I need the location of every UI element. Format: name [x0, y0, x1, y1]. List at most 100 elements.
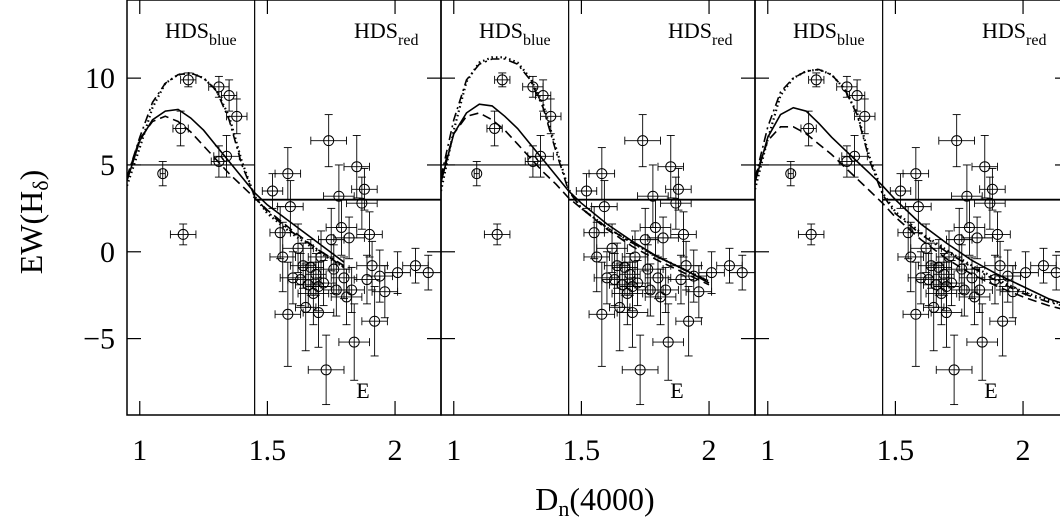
data-point — [670, 211, 697, 258]
point — [895, 185, 907, 197]
data-point — [841, 134, 868, 178]
hds-red-label: HDSred — [668, 18, 732, 49]
point — [974, 284, 986, 296]
point — [588, 227, 600, 239]
data-point — [310, 114, 347, 168]
data-point — [639, 199, 672, 256]
data-point — [785, 161, 797, 187]
point — [910, 308, 922, 320]
plot-area — [441, 0, 755, 415]
point — [1020, 267, 1032, 279]
data-point — [305, 261, 332, 312]
point — [335, 221, 347, 233]
data-point — [675, 286, 702, 357]
point — [489, 122, 501, 134]
point — [392, 267, 404, 279]
data-point — [953, 199, 986, 256]
point — [851, 90, 863, 102]
panel-frame — [440, 0, 756, 416]
data-point — [384, 251, 411, 294]
hds-red-label-main: HDS — [354, 18, 398, 43]
data-point — [338, 303, 370, 381]
point — [976, 336, 988, 348]
y-tick-label: 10 — [85, 62, 115, 95]
data-point — [808, 72, 825, 88]
x-axis-title-main: D — [535, 481, 558, 517]
point — [951, 135, 963, 147]
model-curve — [441, 56, 710, 283]
point — [963, 221, 975, 233]
point — [785, 168, 797, 180]
point — [157, 168, 169, 180]
point — [581, 185, 593, 197]
hds-red-label-main: HDS — [982, 18, 1026, 43]
data-point — [966, 266, 993, 314]
point — [966, 272, 978, 284]
data-point — [356, 211, 383, 258]
plot-area — [127, 0, 441, 415]
data-point — [588, 147, 616, 201]
data-point — [800, 110, 817, 147]
point — [994, 260, 1006, 272]
point — [961, 190, 973, 202]
hds-blue-label-main: HDS — [793, 18, 837, 43]
x-tick-label: 1.5 — [563, 434, 601, 467]
data-point — [279, 251, 307, 305]
x-axis-title: Dn(4000) — [535, 481, 654, 521]
data-point — [330, 268, 363, 326]
e-label: E — [356, 378, 369, 403]
data-point — [583, 206, 605, 260]
point — [736, 267, 748, 279]
data-point — [652, 303, 684, 381]
model-curve — [441, 58, 710, 283]
hds-red-label-sub: red — [712, 32, 732, 49]
hds-blue-label-sub: blue — [837, 32, 865, 49]
point — [231, 110, 243, 122]
data-point — [938, 114, 975, 168]
hds-blue-label: HDSblue — [793, 18, 865, 49]
x-tick-label: 2 — [388, 434, 403, 467]
data-point — [854, 98, 876, 135]
hds-blue-label: HDSblue — [479, 18, 551, 49]
point — [282, 168, 294, 180]
model-curve — [755, 68, 1060, 305]
point — [221, 150, 233, 162]
data-point — [619, 261, 646, 312]
point — [545, 110, 557, 122]
x-tick-label: 1.5 — [877, 434, 915, 467]
point — [284, 201, 296, 213]
point — [223, 90, 235, 102]
y-tick-label: −5 — [83, 323, 115, 356]
point — [611, 260, 623, 272]
x-axis-title-sub: n — [558, 496, 569, 521]
point — [496, 74, 508, 86]
data-point — [897, 206, 919, 260]
point — [665, 161, 677, 173]
data-point — [979, 167, 1006, 211]
data-point — [917, 242, 945, 289]
point — [1050, 267, 1060, 279]
point — [213, 81, 225, 93]
data-point — [797, 223, 825, 246]
model-curve — [441, 112, 710, 286]
point — [356, 197, 368, 209]
point — [267, 185, 279, 197]
point — [297, 260, 309, 272]
data-point — [1012, 251, 1039, 294]
y-tick-label: 5 — [100, 149, 115, 182]
data-point — [575, 173, 598, 209]
hds-blue-label-sub: blue — [209, 32, 237, 49]
point — [358, 183, 370, 195]
data-point — [989, 286, 1016, 357]
data-point — [624, 114, 661, 168]
data-point — [716, 247, 743, 284]
point — [312, 281, 324, 293]
data-point — [974, 176, 1006, 230]
point — [348, 336, 360, 348]
data-point — [925, 261, 958, 326]
point — [915, 272, 927, 284]
data-point — [632, 207, 659, 272]
